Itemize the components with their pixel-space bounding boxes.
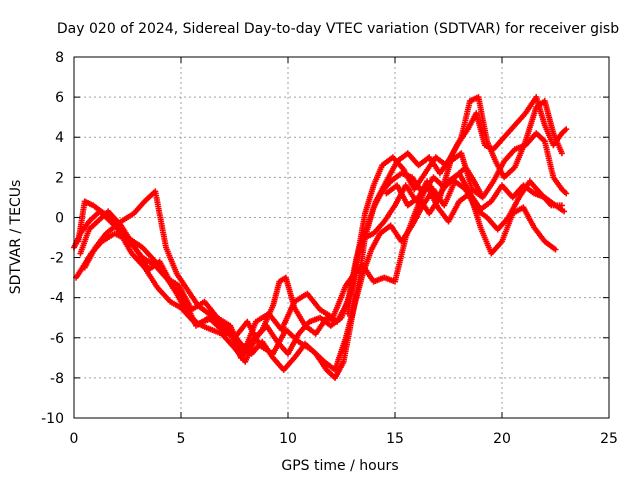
grid-lines <box>74 57 609 418</box>
x-axis-label: GPS time / hours <box>281 458 398 474</box>
y-tick-label: -8 <box>50 371 64 387</box>
y-tick-label: 4 <box>55 130 64 146</box>
x-tick-label: 10 <box>279 431 297 447</box>
series-track-e <box>344 94 570 317</box>
data-point <box>558 150 565 157</box>
y-tick-label: -2 <box>50 251 64 267</box>
x-tick-label: 20 <box>493 431 511 447</box>
plot-frame <box>73 56 610 419</box>
data-point <box>563 190 570 197</box>
y-tick-label: 8 <box>55 50 64 66</box>
series-track-c <box>81 170 559 361</box>
chart-title: Day 020 of 2024, Sidereal Day-to-day VTE… <box>57 21 619 37</box>
y-tick-label: -10 <box>41 411 64 427</box>
y-tick-label: 0 <box>55 210 64 226</box>
data-point <box>563 126 570 133</box>
series-track-g <box>77 178 565 373</box>
axis-ticks: 0 5 10 15 20 25 -10 -8 -6 -4 -2 0 2 4 6 8 <box>41 50 618 447</box>
x-tick-label: 25 <box>600 431 618 447</box>
y-axis-label: SDTVAR / TECUs <box>8 180 24 295</box>
y-tick-label: -4 <box>50 291 64 307</box>
data-points <box>71 94 570 381</box>
data-point <box>552 246 559 253</box>
data-point <box>561 208 568 215</box>
y-tick-label: 2 <box>55 170 64 186</box>
x-tick-label: 0 <box>70 431 79 447</box>
x-tick-label: 5 <box>177 431 186 447</box>
data-point <box>558 202 565 209</box>
y-tick-label: 6 <box>55 90 64 106</box>
y-tick-label: -6 <box>50 331 64 347</box>
x-tick-label: 15 <box>386 431 404 447</box>
